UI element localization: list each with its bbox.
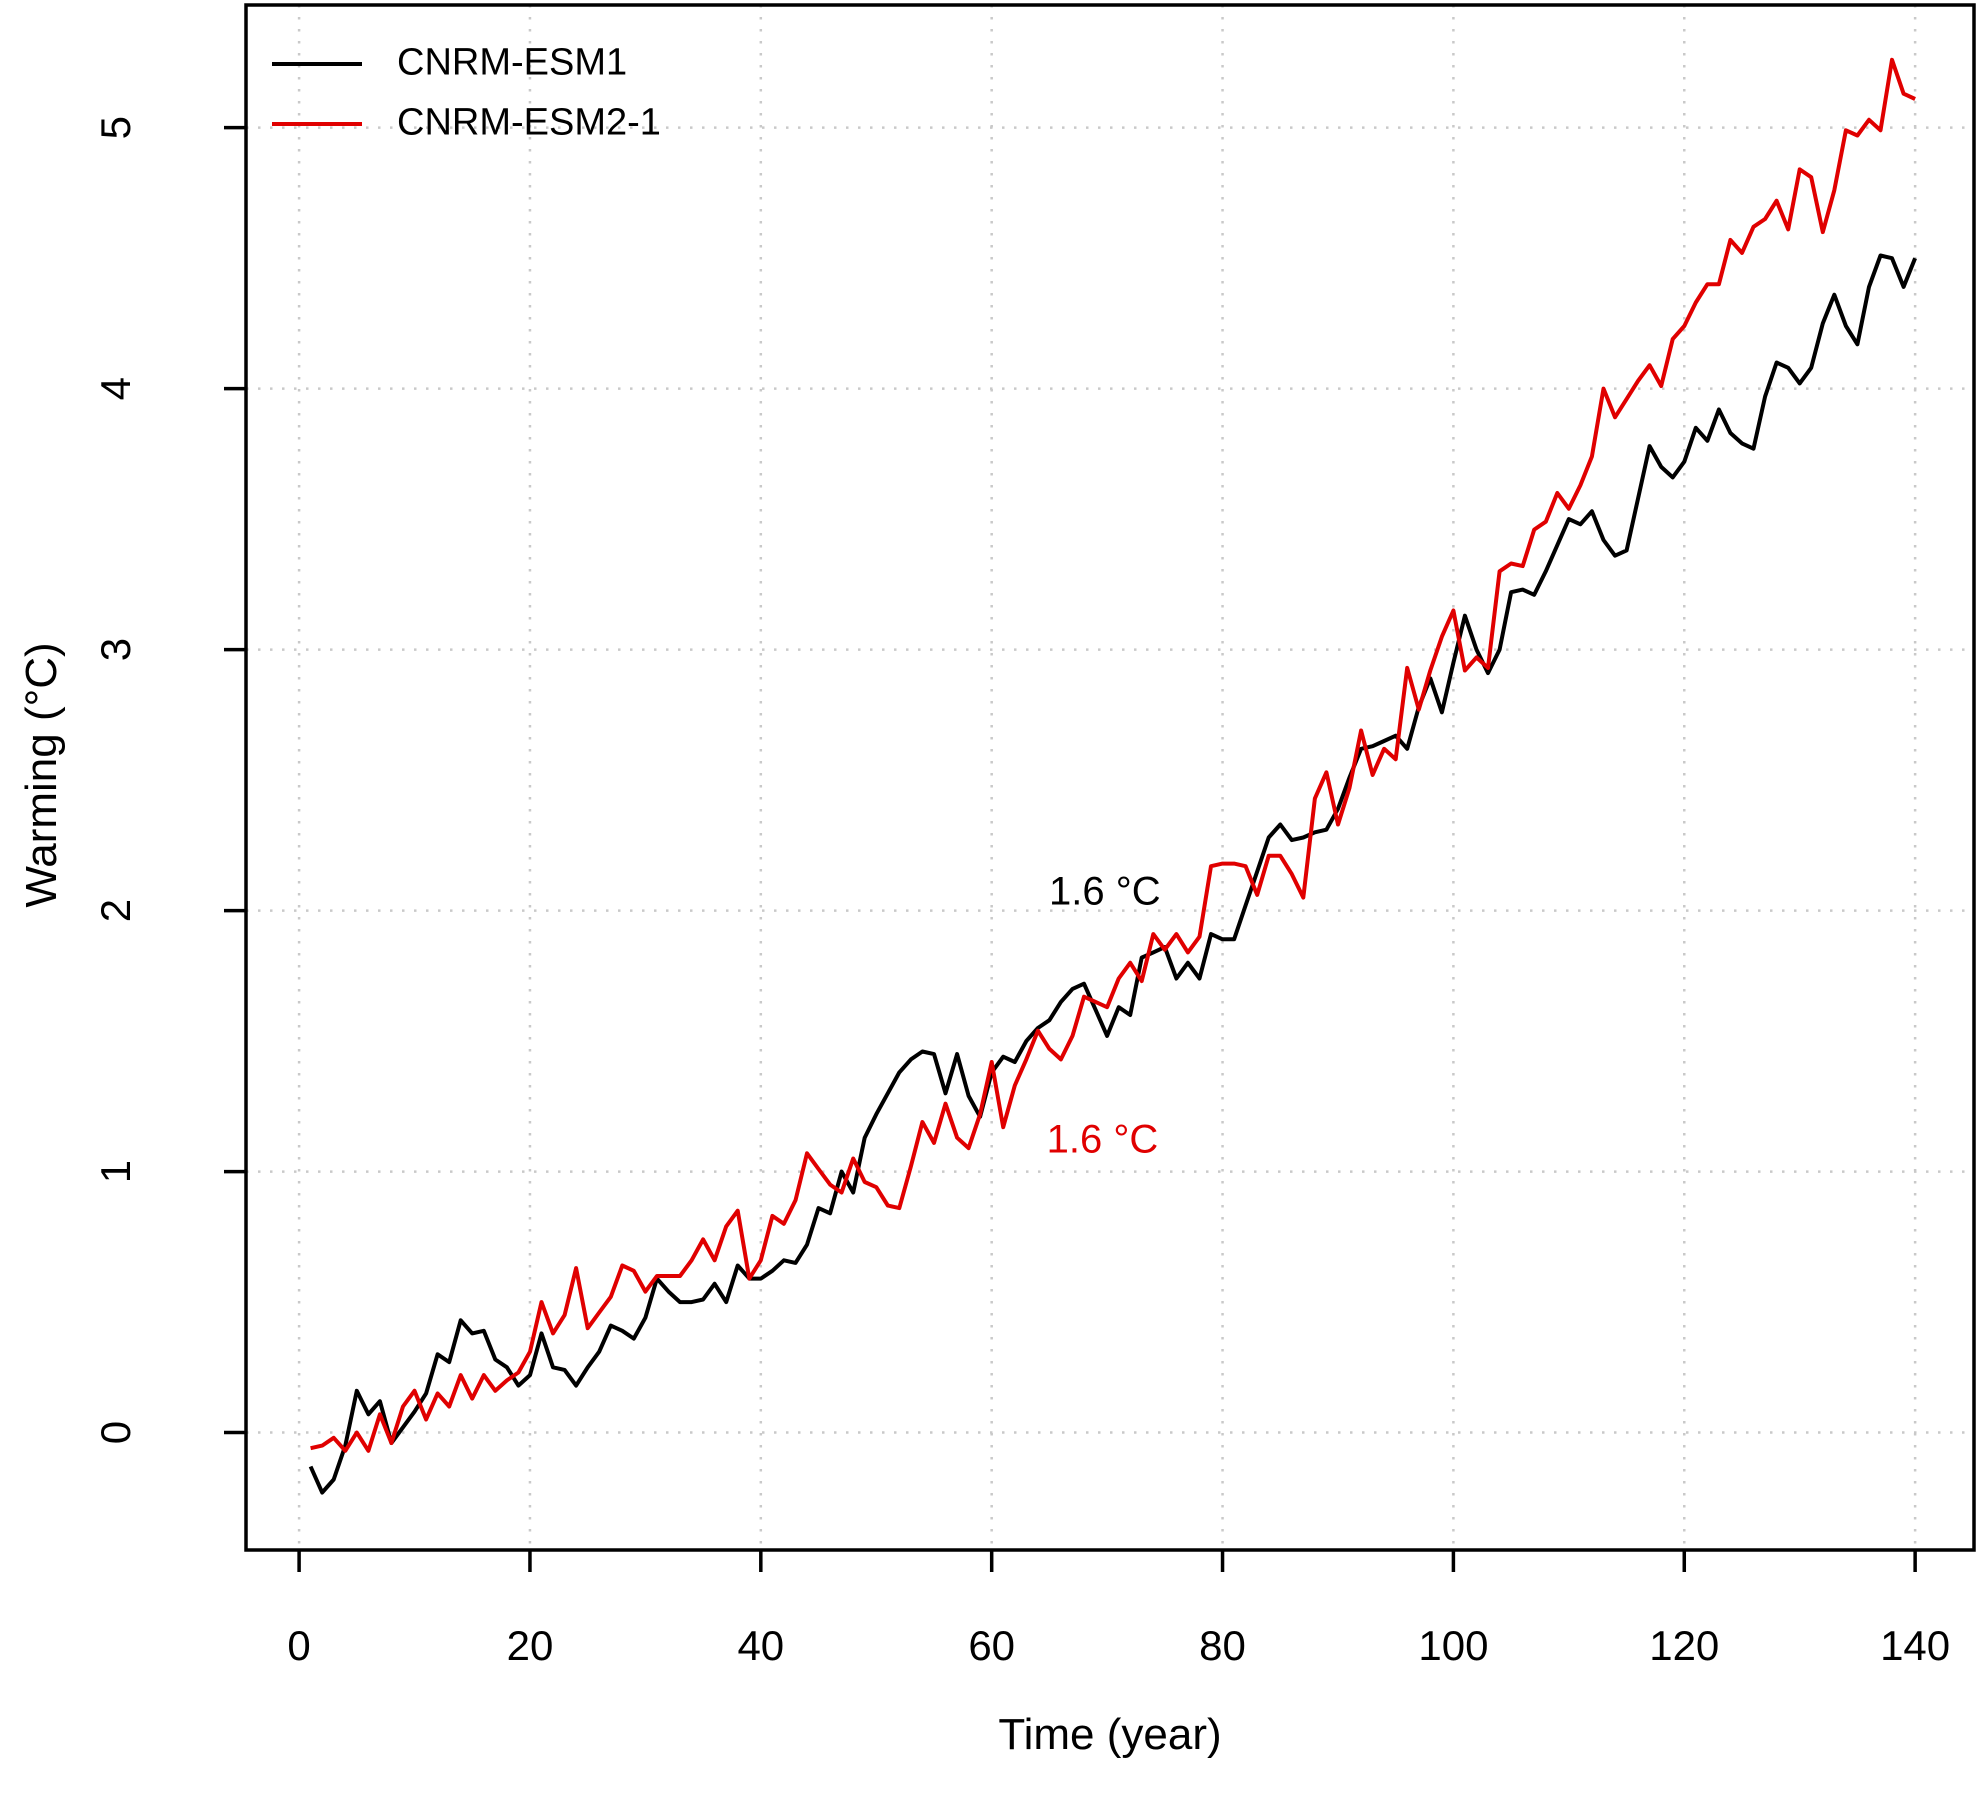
x-tick-label: 100 (1418, 1622, 1488, 1669)
x-tick-label: 0 (287, 1622, 310, 1669)
x-tick-label: 120 (1649, 1622, 1719, 1669)
x-tick-label: 80 (1199, 1622, 1246, 1669)
y-axis-title: Warming (°C) (17, 642, 66, 908)
series-line-cnrm-esm1 (308, 253, 1917, 1495)
y-tick-label: 5 (92, 116, 139, 139)
legend-label-cnrm-esm1: CNRM-ESM1 (397, 41, 628, 84)
x-tick-label: 140 (1880, 1622, 1950, 1669)
x-tick-label: 20 (507, 1622, 554, 1669)
x-tick-label: 60 (968, 1622, 1015, 1669)
y-tick-label: 3 (92, 638, 139, 661)
y-tick-label: 0 (92, 1421, 139, 1444)
series-line-cnrm-esm2-1 (310, 57, 1916, 1453)
x-axis-title: Time (year) (998, 1710, 1222, 1759)
plot-border (244, 3, 1976, 1552)
annotation-black-1-6c: 1.6 °C (1048, 869, 1161, 914)
legend-label-cnrm-esm2-1: CNRM-ESM2-1 (397, 101, 661, 144)
annotation-red-1-6c: 1.6 °C (1046, 1117, 1159, 1162)
y-tick-label: 1 (92, 1160, 139, 1183)
y-tick-label: 4 (92, 377, 139, 400)
y-tick-label: 2 (92, 899, 139, 922)
x-tick-label: 40 (737, 1622, 784, 1669)
